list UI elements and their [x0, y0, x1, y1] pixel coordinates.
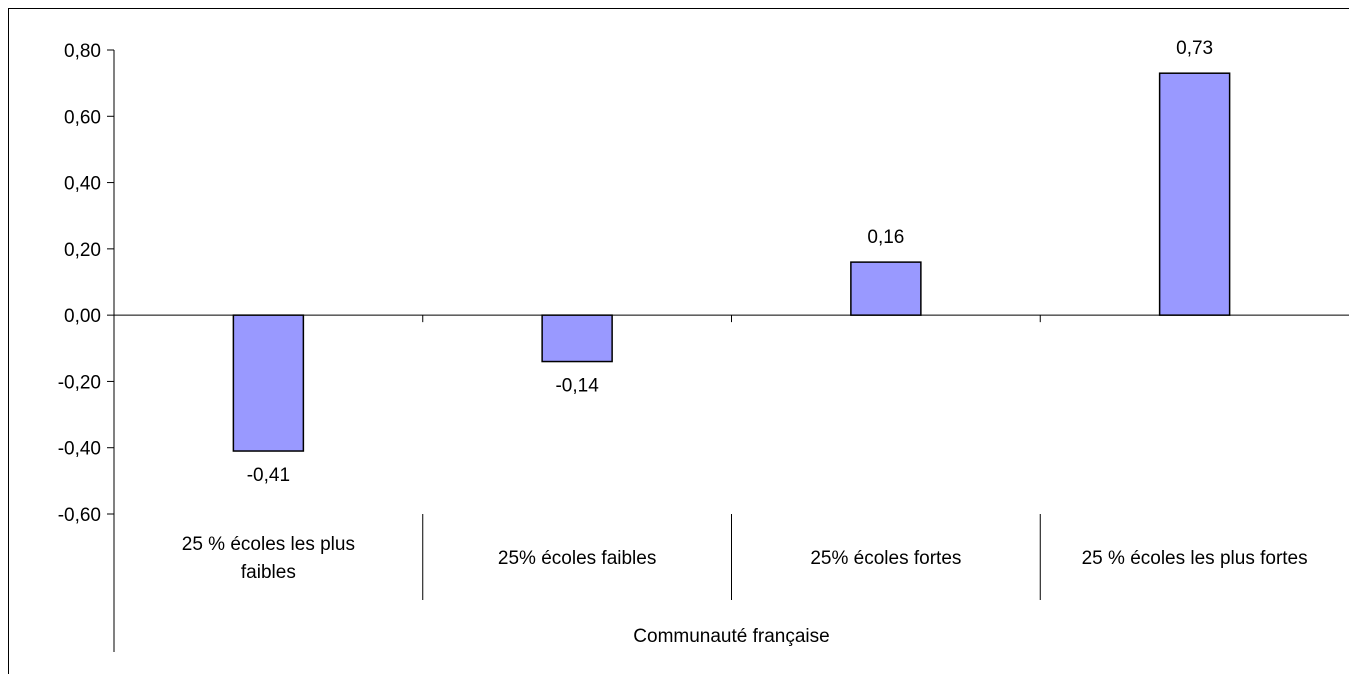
y-tick-label: -0,20: [58, 372, 101, 393]
category-label: 25 % écoles les plus: [182, 534, 355, 555]
y-tick-label: -0,60: [58, 505, 101, 526]
y-tick-label: 0,60: [64, 107, 101, 128]
y-tick-label: 0,80: [64, 41, 101, 62]
bar: [1158, 72, 1231, 316]
bar: [541, 314, 613, 363]
y-tick-label: 0,40: [64, 174, 101, 195]
data-label: 0,16: [867, 227, 904, 248]
y-tick-label: 0,00: [64, 306, 101, 327]
bar: [850, 261, 922, 316]
group-label: Communauté française: [633, 626, 829, 647]
data-label: -0,41: [247, 465, 290, 486]
category-label: 25% écoles fortes: [810, 548, 961, 569]
category-label: faibles: [241, 562, 296, 583]
y-tick-label: 0,20: [64, 240, 101, 261]
bar: [232, 314, 305, 452]
data-label: 0,73: [1176, 38, 1213, 59]
chart-frame: [8, 8, 1349, 674]
data-label: -0,14: [555, 376, 599, 397]
category-label: 25 % écoles les plus fortes: [1082, 548, 1308, 569]
y-tick-label: -0,40: [58, 439, 101, 460]
category-label: 25% écoles faibles: [498, 548, 656, 569]
